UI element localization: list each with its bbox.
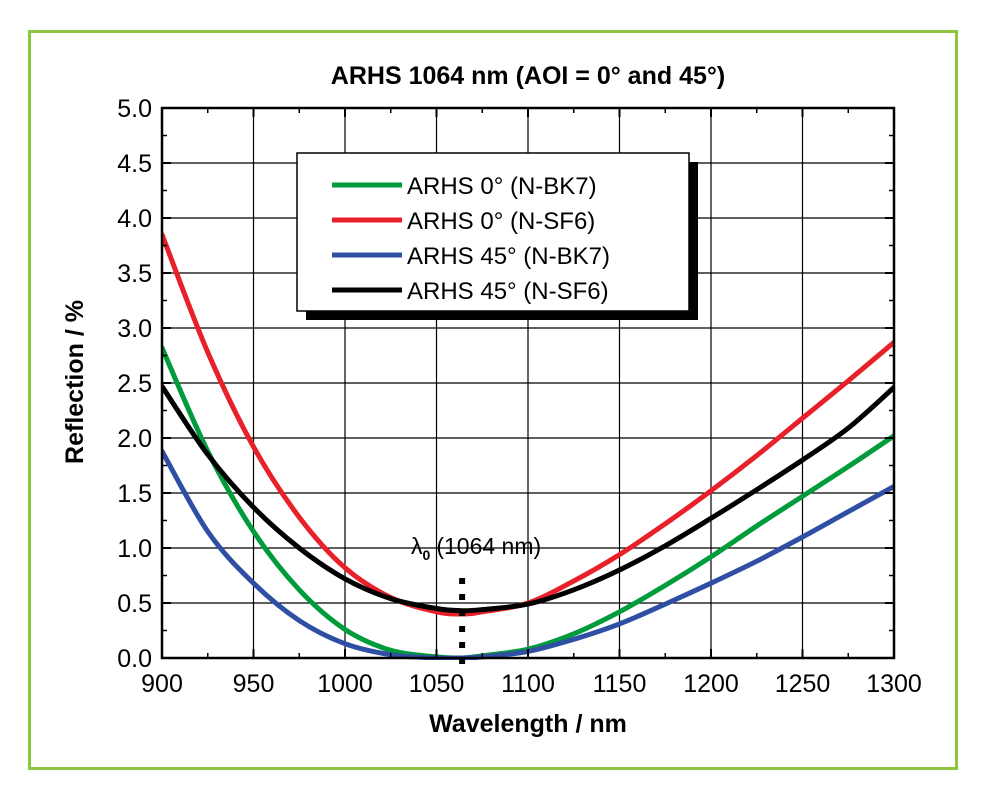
series-line-arhs-45-n-sf6	[162, 383, 894, 614]
lambda-value: (1064 nm)	[436, 533, 541, 559]
y-tick-label: 3.5	[117, 260, 152, 288]
legend-label: ARHS 45° (N-SF6)	[407, 278, 609, 305]
series-line-arhs-45-n-bk7	[162, 448, 894, 660]
y-tick-label: 5.0	[117, 95, 152, 123]
y-tick-label: 3.0	[117, 315, 152, 343]
x-tick-label: 1050	[409, 670, 465, 698]
y-tick-label: 2.5	[117, 370, 152, 398]
legend-box	[296, 152, 690, 312]
legend: ARHS 0° (N-BK7) ARHS 0° (N-SF6) ARHS 45° (…	[296, 152, 698, 320]
y-tick-label: 1.5	[117, 480, 152, 508]
figure-frame	[28, 30, 958, 770]
x-tick-label: 1200	[683, 670, 739, 698]
y-tick-label: 0.0	[117, 645, 152, 673]
lambda-subscript: 0	[423, 547, 431, 563]
chart-title: ARHS 1064 nm (AOI = 0° and 45°)	[331, 62, 725, 90]
x-tick-label: 1250	[775, 670, 831, 698]
wavelength-annotation: λ0 (1064 nm)	[411, 533, 541, 668]
legend-items: ARHS 0° (N-BK7) ARHS 0° (N-SF6) ARHS 45° (…	[332, 173, 610, 305]
x-tick-label: 1150	[593, 670, 647, 698]
y-tick-label: 4.0	[117, 205, 152, 233]
x-tick-label: 1000	[317, 670, 373, 698]
x-axis-label: Wavelength / nm	[429, 710, 627, 738]
y-tick-label: 2.0	[117, 425, 152, 453]
y-tick-label: 4.5	[117, 150, 152, 178]
legend-label: ARHS 45° (N-BK7)	[407, 243, 610, 270]
lambda0-label: λ0 (1064 nm)	[411, 533, 541, 563]
x-tick-label: 1100	[501, 670, 555, 698]
y-axis-label: Reflection / %	[61, 300, 89, 464]
x-tick-label: 1300	[866, 670, 922, 698]
x-tick-label: 900	[141, 670, 183, 698]
lambda-symbol: λ	[411, 533, 423, 559]
legend-label: ARHS 0° (N-BK7)	[407, 173, 597, 200]
axis-ticks: 900 950 1000 1050 1100 1150 1200 1250 1300 0.0 0.5…	[117, 95, 922, 698]
x-tick-label: 950	[233, 670, 275, 698]
series-group	[162, 232, 894, 660]
y-tick-label: 0.5	[117, 590, 152, 618]
legend-label: ARHS 0° (N-SF6)	[407, 208, 595, 235]
y-tick-label: 1.0	[117, 535, 152, 563]
